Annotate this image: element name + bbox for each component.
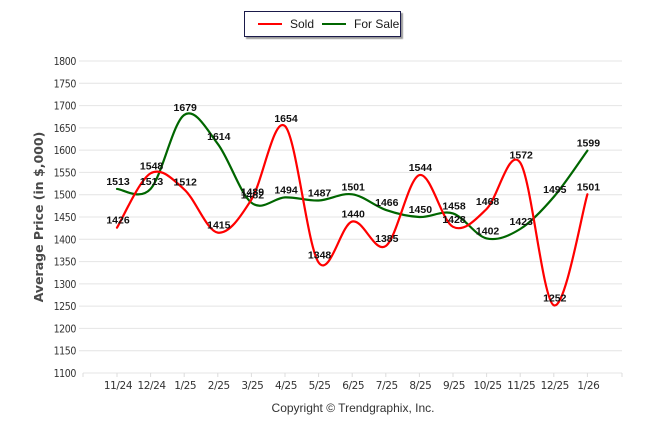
x-tick-label: 9/25 <box>443 380 465 392</box>
data-label-for-sale: 1501 <box>342 181 366 193</box>
y-tick-label: 1300 <box>54 279 77 291</box>
x-tick-label: 12/24 <box>137 380 166 392</box>
data-label-sold: 1440 <box>342 208 366 220</box>
data-label-sold: 1548 <box>140 160 164 172</box>
gridlines <box>79 60 622 374</box>
x-tick-label: 11/25 <box>507 380 535 392</box>
y-tick-label: 1400 <box>54 234 77 246</box>
x-tick-label: 5/25 <box>309 380 331 392</box>
legend-item-for-sale[interactable]: For Sale <box>322 17 399 31</box>
data-label-for-sale: 1614 <box>207 131 231 143</box>
y-axis-label: Average Price (in $,000) <box>31 132 46 303</box>
data-label-sold: 1501 <box>577 181 601 193</box>
data-label-sold: 1512 <box>174 176 198 188</box>
data-label-for-sale: 1402 <box>476 225 500 237</box>
data-label-sold: 1654 <box>274 113 298 125</box>
legend-label-for-sale: For Sale <box>354 17 400 31</box>
data-label-for-sale: 1466 <box>375 197 399 209</box>
data-label-for-sale: 1450 <box>409 204 433 216</box>
data-label-sold: 1428 <box>442 214 466 226</box>
data-label-for-sale: 1423 <box>510 216 534 228</box>
y-tick-label: 1350 <box>54 257 77 269</box>
copyright-text: Copyright © Trendgraphix, Inc. <box>271 401 435 415</box>
series-lines <box>115 112 589 307</box>
legend: Sold For Sale <box>244 11 401 37</box>
y-tick-label: 1650 <box>54 123 77 135</box>
x-tick-label: 11/24 <box>104 380 133 392</box>
y-tick-label: 1750 <box>54 78 77 90</box>
data-label-for-sale: 1513 <box>140 176 164 188</box>
data-label-sold: 1415 <box>207 220 231 232</box>
data-label-sold: 1385 <box>375 233 399 245</box>
data-label-for-sale: 1494 <box>274 184 298 196</box>
y-axis-ticks: 1100 1150 1200 1250 1300 1350 1400 1450 1500 1550… <box>54 56 77 380</box>
data-label-for-sale: 1513 <box>106 176 130 188</box>
data-label-for-sale: 1458 <box>442 200 466 212</box>
x-tick-label: 12/25 <box>541 380 569 392</box>
x-tick-label: 4/25 <box>275 380 297 392</box>
x-tick-label: 2/25 <box>208 380 230 392</box>
y-tick-label: 1600 <box>54 145 77 157</box>
y-tick-label: 1200 <box>54 323 77 335</box>
legend-label-sold: Sold <box>290 17 315 31</box>
y-tick-label: 1500 <box>54 190 77 202</box>
x-tick-label: 3/25 <box>241 380 263 392</box>
legend-item-sold[interactable]: Sold <box>258 17 314 31</box>
data-label-sold: 1426 <box>106 215 130 227</box>
data-label-sold: 1489 <box>241 187 265 199</box>
legend-swatch-for-sale <box>322 23 346 25</box>
legend-swatch-sold <box>258 23 282 25</box>
x-tick-label: 1/26 <box>577 380 600 392</box>
data-label-sold: 1348 <box>308 249 332 261</box>
y-tick-label: 1800 <box>54 56 77 68</box>
x-tick-label: 1/25 <box>174 380 196 392</box>
x-tick-label: 6/25 <box>342 380 364 392</box>
data-label-for-sale: 1495 <box>543 184 567 196</box>
data-label-for-sale: 1487 <box>308 188 332 200</box>
data-label-sold: 1572 <box>510 150 534 162</box>
data-label-sold: 1544 <box>409 162 433 174</box>
y-tick-label: 1250 <box>54 301 77 313</box>
data-label-sold: 1468 <box>476 196 500 208</box>
y-tick-label: 1550 <box>54 167 77 179</box>
x-tick-label: 8/25 <box>409 380 431 392</box>
data-labels: 1426 1548 1512 1415 1489 1654 1348 1440 1385 1544… <box>106 102 600 304</box>
y-tick-label: 1450 <box>54 212 77 224</box>
data-label-for-sale: 1599 <box>577 138 601 150</box>
y-tick-label: 1150 <box>54 346 77 358</box>
y-tick-label: 1100 <box>54 368 77 380</box>
data-label-for-sale: 1482 <box>241 190 265 202</box>
data-label-for-sale: 1679 <box>174 102 198 114</box>
data-label-sold: 1252 <box>543 292 567 304</box>
x-axis-ticks: 11/24 12/24 1/25 2/25 3/25 4/25 5/25 6/25 7/25 8/… <box>82 373 623 392</box>
series-line-for-sale <box>115 112 589 241</box>
y-tick-label: 1700 <box>54 101 77 113</box>
x-tick-label: 7/25 <box>376 380 398 392</box>
series-line-sold <box>115 123 589 307</box>
x-tick-label: 10/25 <box>473 380 501 392</box>
